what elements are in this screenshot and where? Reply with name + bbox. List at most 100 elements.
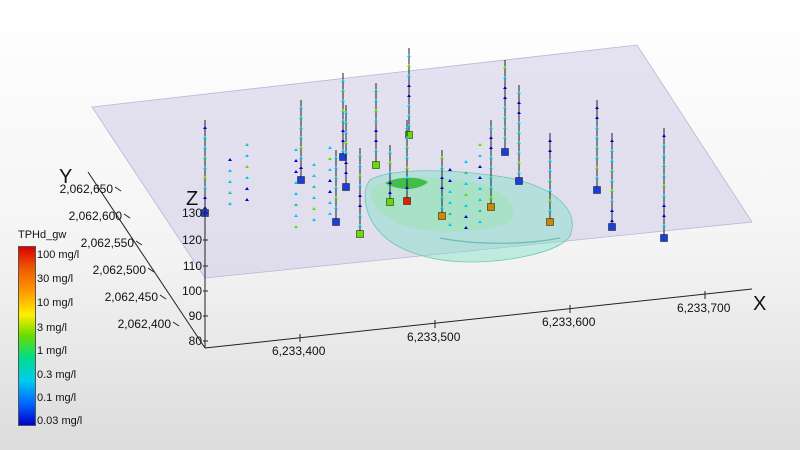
- sample-marker: [662, 184, 666, 187]
- sample-marker: [440, 176, 444, 179]
- sample-marker: [328, 190, 332, 193]
- y-tick-label: 2,062,550: [81, 236, 135, 250]
- z-tick-label: 90: [189, 309, 203, 323]
- x-tick-label: 6,233,600: [542, 315, 596, 329]
- legend-label: 100 mg/l: [37, 249, 80, 261]
- sample-marker: [610, 169, 614, 172]
- sample-marker: [358, 214, 362, 217]
- sample-marker: [245, 198, 249, 201]
- axes-group: 6,233,400 6,233,500 6,233,600 6,233,700 2,0…: [59, 166, 766, 358]
- sample-marker: [610, 179, 614, 182]
- sample-marker: [344, 161, 348, 164]
- sample-marker: [662, 194, 666, 197]
- sample-marker: [548, 149, 552, 152]
- well-bottom-marker: [342, 183, 350, 191]
- sample-marker: [388, 161, 392, 164]
- sample-marker: [595, 126, 599, 129]
- sample-marker: [405, 166, 409, 169]
- y-tick-label: 2,062,500: [93, 263, 147, 277]
- sample-marker: [503, 76, 507, 79]
- sample-marker: [548, 139, 552, 142]
- sample-marker: [388, 181, 392, 184]
- sample-marker: [344, 131, 348, 134]
- sample-marker: [388, 151, 392, 154]
- well-bottom-marker: [660, 234, 668, 242]
- sample-marker: [407, 84, 411, 87]
- sample-marker: [341, 129, 345, 132]
- sample-marker: [489, 196, 493, 199]
- sample-marker: [203, 156, 207, 159]
- sample-marker: [662, 214, 666, 217]
- sample-marker: [328, 146, 332, 149]
- sample-marker: [405, 136, 409, 139]
- sample-marker: [548, 159, 552, 162]
- sample-marker: [464, 182, 468, 185]
- sample-marker: [448, 190, 452, 193]
- sample-marker: [374, 89, 378, 92]
- sample-marker: [245, 165, 249, 168]
- sample-marker: [405, 186, 409, 189]
- sample-marker: [358, 184, 362, 187]
- sample-marker: [203, 146, 207, 149]
- sample-marker: [405, 126, 409, 129]
- wells-group: [201, 48, 668, 242]
- sample-marker: [374, 129, 378, 132]
- sample-marker: [503, 86, 507, 89]
- sample-marker: [203, 176, 207, 179]
- sample-marker: [312, 196, 316, 199]
- sample-marker: [662, 154, 666, 157]
- sample-marker: [228, 191, 232, 194]
- sample-marker: [662, 134, 666, 137]
- sample-marker: [448, 212, 452, 215]
- sample-marker: [358, 174, 362, 177]
- sample-marker: [503, 66, 507, 69]
- z-tick-label: 110: [183, 259, 202, 273]
- sample-marker: [341, 89, 345, 92]
- legend-label: 0.1 mg/l: [37, 392, 77, 404]
- sample-marker: [517, 161, 521, 164]
- sample-marker: [478, 198, 482, 201]
- color-legend: TPHd_gw 100 mg/l 30 mg/l 10 mg/l 3 mg/l …: [18, 229, 138, 429]
- sample-marker: [517, 101, 521, 104]
- sample-marker: [517, 171, 521, 174]
- legend-color-bar: [18, 246, 36, 426]
- sample-marker: [548, 199, 552, 202]
- sample-marker: [662, 174, 666, 177]
- y-tick-mark: [123, 213, 131, 219]
- sample-marker: [374, 149, 378, 152]
- sample-marker: [405, 146, 409, 149]
- sample-marker: [407, 114, 411, 117]
- well-bottom-marker: [487, 203, 495, 211]
- well-bottom-marker: [332, 218, 340, 226]
- sample-marker: [228, 180, 232, 183]
- sample-marker: [358, 224, 362, 227]
- sample-marker: [489, 146, 493, 149]
- sample-marker: [478, 176, 482, 179]
- sample-marker: [405, 176, 409, 179]
- y-tick-label: 2,062,400: [118, 317, 172, 331]
- sample-marker: [358, 204, 362, 207]
- sample-marker: [294, 148, 298, 151]
- sample-marker: [478, 154, 482, 157]
- sample-marker: [358, 194, 362, 197]
- sample-marker: [245, 187, 249, 190]
- sample-marker: [374, 109, 378, 112]
- sample-marker: [228, 202, 232, 205]
- sample-marker: [610, 189, 614, 192]
- y-tick-label: 2,062,450: [105, 290, 159, 304]
- sample-marker: [489, 186, 493, 189]
- sample-marker: [440, 196, 444, 199]
- sample-marker: [334, 186, 338, 189]
- sample-marker: [440, 156, 444, 159]
- sample-marker: [334, 176, 338, 179]
- sample-marker: [294, 181, 298, 184]
- sample-marker: [548, 179, 552, 182]
- sample-marker: [245, 154, 249, 157]
- sample-marker: [405, 156, 409, 159]
- water-table-plane: [91, 44, 753, 279]
- sample-marker: [440, 206, 444, 209]
- sample-marker: [464, 204, 468, 207]
- sample-marker: [328, 168, 332, 171]
